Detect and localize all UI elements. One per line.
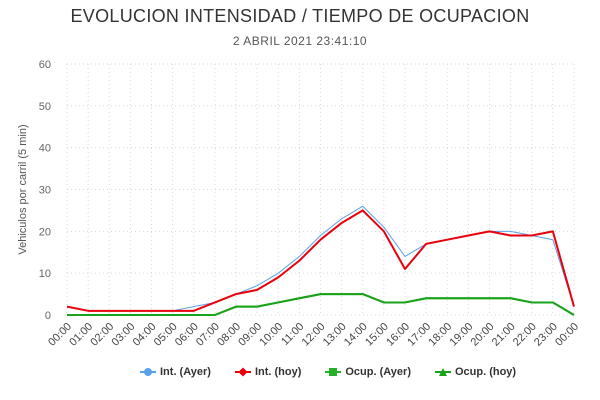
x-tick-label: 15:00 — [363, 321, 391, 349]
triangle-marker-icon — [434, 366, 451, 378]
x-tick-label: 23:00 — [532, 321, 560, 349]
x-tick-label: 10:00 — [257, 321, 285, 349]
legend-item[interactable]: Int. (Ayer) — [140, 363, 211, 381]
chart-legend: Int. (Ayer) Int. (hoy) Ocup. (Ayer) Ocup. (… — [140, 363, 540, 381]
x-tick-label: 01:00 — [67, 321, 95, 349]
x-tick-label: 14:00 — [342, 321, 370, 349]
y-tick-label: 0 — [45, 310, 51, 322]
legend-label: Int. (Ayer) — [160, 366, 211, 378]
x-tick-label: 12:00 — [300, 321, 328, 349]
x-tick-label: 06:00 — [173, 321, 201, 349]
x-tick-label: 17:00 — [405, 321, 433, 349]
x-tick-label: 18:00 — [426, 321, 454, 349]
y-tick-label: 30 — [39, 185, 51, 197]
y-axis-label: Vehiculos por carril (5 min) — [17, 124, 29, 254]
diamond-marker-icon — [234, 366, 251, 378]
square-marker-icon — [325, 366, 342, 378]
chart-subtitle: 2 ABRIL 2021 23:41:10 — [232, 34, 368, 48]
x-tick-label: 20:00 — [469, 321, 497, 349]
y-tick-label: 20 — [39, 226, 51, 238]
x-tick-label: 02:00 — [88, 321, 116, 349]
legend-item[interactable]: Ocup. (Ayer) — [325, 363, 411, 381]
legend-item[interactable]: Ocup. (hoy) — [434, 363, 517, 381]
circle-marker-icon — [140, 366, 156, 378]
x-tick-label: 00:00 — [46, 321, 74, 349]
legend-item[interactable]: Int. (hoy) — [234, 363, 302, 381]
series-line-0 — [66, 205, 575, 312]
chart-title: EVOLUCION INTENSIDAD / TIEMPO DE OCUPACI… — [70, 6, 530, 26]
y-tick-label: 40 — [39, 143, 51, 155]
x-tick-label: 04:00 — [131, 321, 159, 349]
x-tick-label: 13:00 — [321, 321, 349, 349]
x-tick-label: 21:00 — [490, 321, 518, 349]
x-tick-label: 22:00 — [511, 321, 539, 349]
y-tick-label: 10 — [39, 268, 51, 280]
x-tick-label: 16:00 — [384, 321, 412, 349]
legend-label: Int. (hoy) — [254, 366, 302, 378]
legend-label: Ocup. (Ayer) — [345, 366, 411, 378]
legend-label: Ocup. (hoy) — [454, 366, 517, 378]
series-line-3 — [67, 293, 575, 316]
x-tick-label: 07:00 — [194, 321, 222, 349]
series-line-1 — [66, 209, 575, 312]
x-tick-label: 19:00 — [448, 321, 476, 349]
x-tick-label: 09:00 — [236, 321, 264, 349]
y-tick-label: 60 — [39, 59, 51, 71]
x-tick-label: 05:00 — [152, 321, 180, 349]
x-tick-label: 00:00 — [553, 321, 581, 349]
x-tick-label: 03:00 — [110, 321, 138, 349]
y-tick-label: 50 — [39, 101, 51, 113]
x-tick-label: 08:00 — [215, 321, 243, 349]
